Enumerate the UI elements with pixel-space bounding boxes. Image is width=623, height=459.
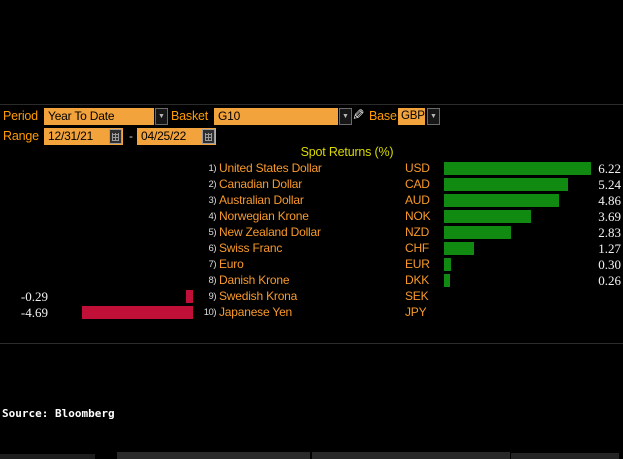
currency-row[interactable]: 10) Japanese Yen JPY -4.69: [0, 305, 623, 321]
currency-row[interactable]: 9) Swedish Krona SEK -0.29: [0, 289, 623, 305]
return-bar: [444, 242, 474, 255]
return-value: 2.83: [598, 225, 621, 240]
currency-name: Euro: [219, 257, 244, 271]
currency-code: EUR: [405, 257, 430, 271]
return-value: -4.69: [20, 305, 48, 320]
chevron-down-icon: ▼: [342, 113, 349, 120]
currency-name: Australian Dollar: [219, 193, 304, 207]
chart-title: Spot Returns (%): [300, 145, 394, 159]
range-label: Range: [3, 129, 39, 143]
range-separator: -: [129, 129, 133, 143]
currency-row[interactable]: 3) Australian Dollar AUD 4.86: [0, 193, 623, 209]
range-end-value: 04/25/22: [141, 129, 187, 143]
top-divider: [0, 104, 623, 105]
rank-label: 2): [208, 179, 217, 190]
source-label: Source: Bloomberg: [2, 407, 115, 420]
return-bar: [444, 162, 591, 175]
currency-code: SEK: [405, 289, 429, 303]
currency-code: USD: [405, 161, 430, 175]
return-value: 6.22: [598, 161, 621, 176]
taskbar-segment: [511, 453, 619, 459]
return-value: 1.27: [598, 241, 621, 256]
rank-label: 4): [208, 211, 217, 222]
base-select[interactable]: GBP: [398, 108, 425, 125]
currency-row[interactable]: 6) Swiss Franc CHF 1.27: [0, 241, 623, 257]
currency-row[interactable]: 2) Canadian Dollar CAD 5.24: [0, 177, 623, 193]
return-bar: [444, 210, 531, 223]
return-bar: [444, 194, 559, 207]
taskbar-segment: [312, 452, 510, 459]
currency-row[interactable]: 7) Euro EUR 0.30: [0, 257, 623, 273]
rank-label: 6): [208, 243, 217, 254]
range-start-input[interactable]: 12/31/21: [44, 128, 123, 145]
currency-name: United States Dollar: [219, 161, 322, 175]
return-bar: [444, 226, 511, 239]
basket-dropdown-button[interactable]: ▼: [339, 108, 352, 125]
currency-code: JPY: [405, 305, 427, 319]
base-label: Base: [369, 109, 397, 123]
return-value: 4.86: [598, 193, 621, 208]
taskbar-segment: [117, 452, 310, 459]
period-label: Period: [3, 109, 38, 123]
range-start-value: 12/31/21: [48, 129, 94, 143]
return-value: 5.24: [598, 177, 621, 192]
currency-name: Danish Krone: [219, 273, 290, 287]
period-dropdown-button[interactable]: ▼: [155, 108, 168, 125]
rank-label: 9): [208, 291, 217, 302]
rank-label: 1): [208, 163, 217, 174]
return-bar: [186, 290, 193, 303]
return-value: 0.30: [598, 257, 621, 272]
currency-name: Swiss Franc: [219, 241, 283, 255]
currency-name: Swedish Krona: [219, 289, 298, 303]
bottom-divider: [0, 343, 623, 344]
return-bar: [82, 306, 193, 319]
return-value: 0.26: [598, 273, 621, 288]
rank-label: 10): [203, 307, 217, 318]
basket-select[interactable]: G10: [214, 108, 338, 125]
currency-code: NZD: [405, 225, 430, 239]
currency-name: New Zealand Dollar: [219, 225, 321, 239]
currency-code: DKK: [405, 273, 430, 287]
calendar-icon[interactable]: [202, 129, 215, 144]
rank-label: 5): [208, 227, 217, 238]
currency-row[interactable]: 5) New Zealand Dollar NZD 2.83: [0, 225, 623, 241]
calendar-icon[interactable]: [109, 129, 122, 144]
currency-code: CAD: [405, 177, 430, 191]
currency-row[interactable]: 1) United States Dollar USD 6.22: [0, 161, 623, 177]
return-bar: [444, 178, 568, 191]
currency-name: Japanese Yen: [219, 305, 293, 319]
currency-name: Canadian Dollar: [219, 177, 303, 191]
return-bar: [444, 258, 451, 271]
currency-name: Norwegian Krone: [219, 209, 309, 223]
currency-code: NOK: [405, 209, 431, 223]
taskbar-segment: [0, 454, 95, 459]
return-value: 3.69: [598, 209, 621, 224]
currency-code: CHF: [405, 241, 430, 255]
currency-row[interactable]: 4) Norwegian Krone NOK 3.69: [0, 209, 623, 225]
rank-label: 8): [208, 275, 217, 286]
return-value: -0.29: [20, 289, 48, 304]
period-select[interactable]: Year To Date: [44, 108, 154, 125]
range-end-input[interactable]: 04/25/22: [137, 128, 216, 145]
basket-label: Basket: [171, 109, 209, 123]
rank-label: 7): [208, 259, 217, 270]
return-bar: [444, 274, 450, 287]
rank-label: 3): [208, 195, 217, 206]
chevron-down-icon: ▼: [430, 113, 437, 120]
base-dropdown-button[interactable]: ▼: [427, 108, 440, 125]
currency-code: AUD: [405, 193, 430, 207]
currency-row[interactable]: 8) Danish Krone DKK 0.26: [0, 273, 623, 289]
chevron-down-icon: ▼: [158, 113, 165, 120]
